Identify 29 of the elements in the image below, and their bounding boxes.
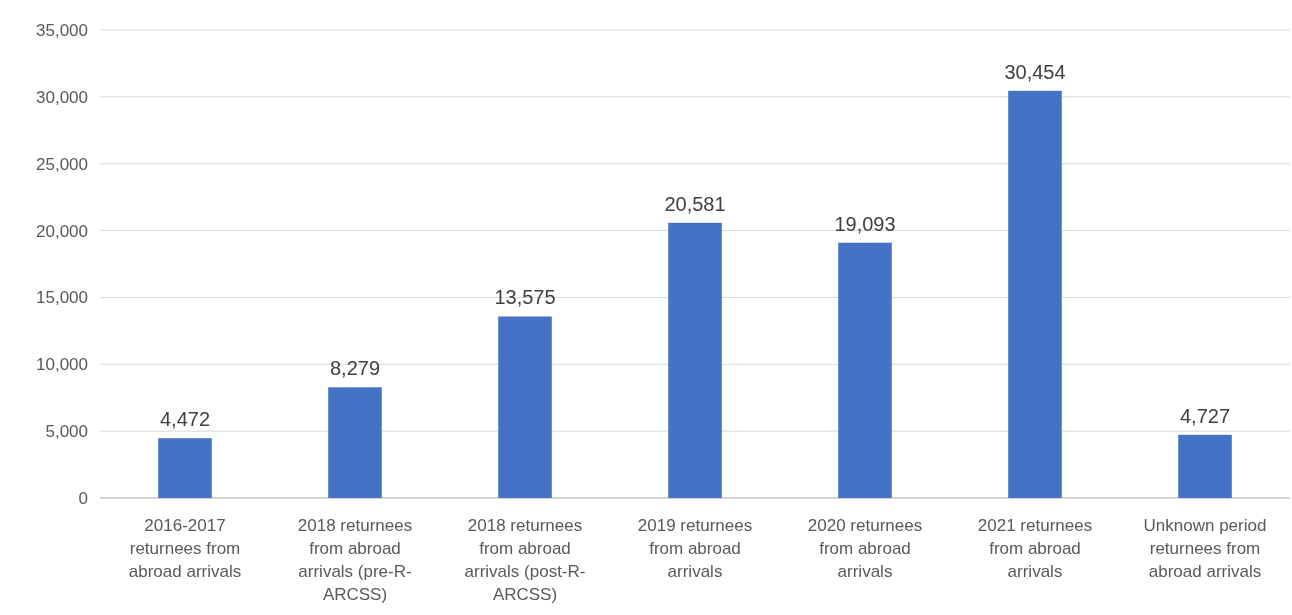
y-tick-label: 15,000	[36, 288, 88, 308]
x-tick-label: Unknown period returnees from abroad arrivals	[1143, 516, 1267, 581]
x-tick-label: 2018 returnees from abroad arrivals (post-R-ARCSS)	[464, 516, 586, 604]
data-label: 4,727	[1179, 404, 1231, 427]
bar	[668, 222, 722, 498]
data-label: 20,581	[664, 192, 726, 215]
y-tick-label: 25,000	[36, 154, 88, 174]
bar	[838, 242, 892, 498]
bar	[498, 316, 552, 498]
data-label: 19,093	[834, 212, 896, 235]
x-tick-label: 2020 returnees from abroad arrivals	[807, 516, 923, 581]
x-tick-label: 2021 returnees from abroad arrivals	[977, 516, 1093, 581]
data-label: 8,279	[329, 357, 381, 380]
x-tick-label: 2018 returnees from abroad arrivals (pre-R-ARCSS)	[297, 516, 413, 604]
data-label: 4,472	[159, 408, 211, 431]
y-tick-label: 20,000	[36, 221, 88, 241]
x-tick-label: 2016-2017 returnees from abroad arrivals	[128, 516, 242, 581]
bar	[1008, 90, 1062, 498]
y-tick-label: 35,000	[36, 20, 88, 40]
x-tick-label: 2019 returnees from abroad arrivals	[637, 516, 753, 581]
y-tick-label: 30,000	[36, 87, 88, 107]
bar	[1178, 434, 1232, 498]
data-label: 30,454	[1004, 60, 1066, 83]
y-tick-label: 0	[78, 488, 88, 508]
y-tick-label: 5,000	[45, 422, 88, 442]
data-label: 13,575	[494, 286, 556, 309]
y-tick-label: 10,000	[36, 355, 88, 375]
bar	[158, 438, 212, 498]
bar	[328, 387, 382, 498]
